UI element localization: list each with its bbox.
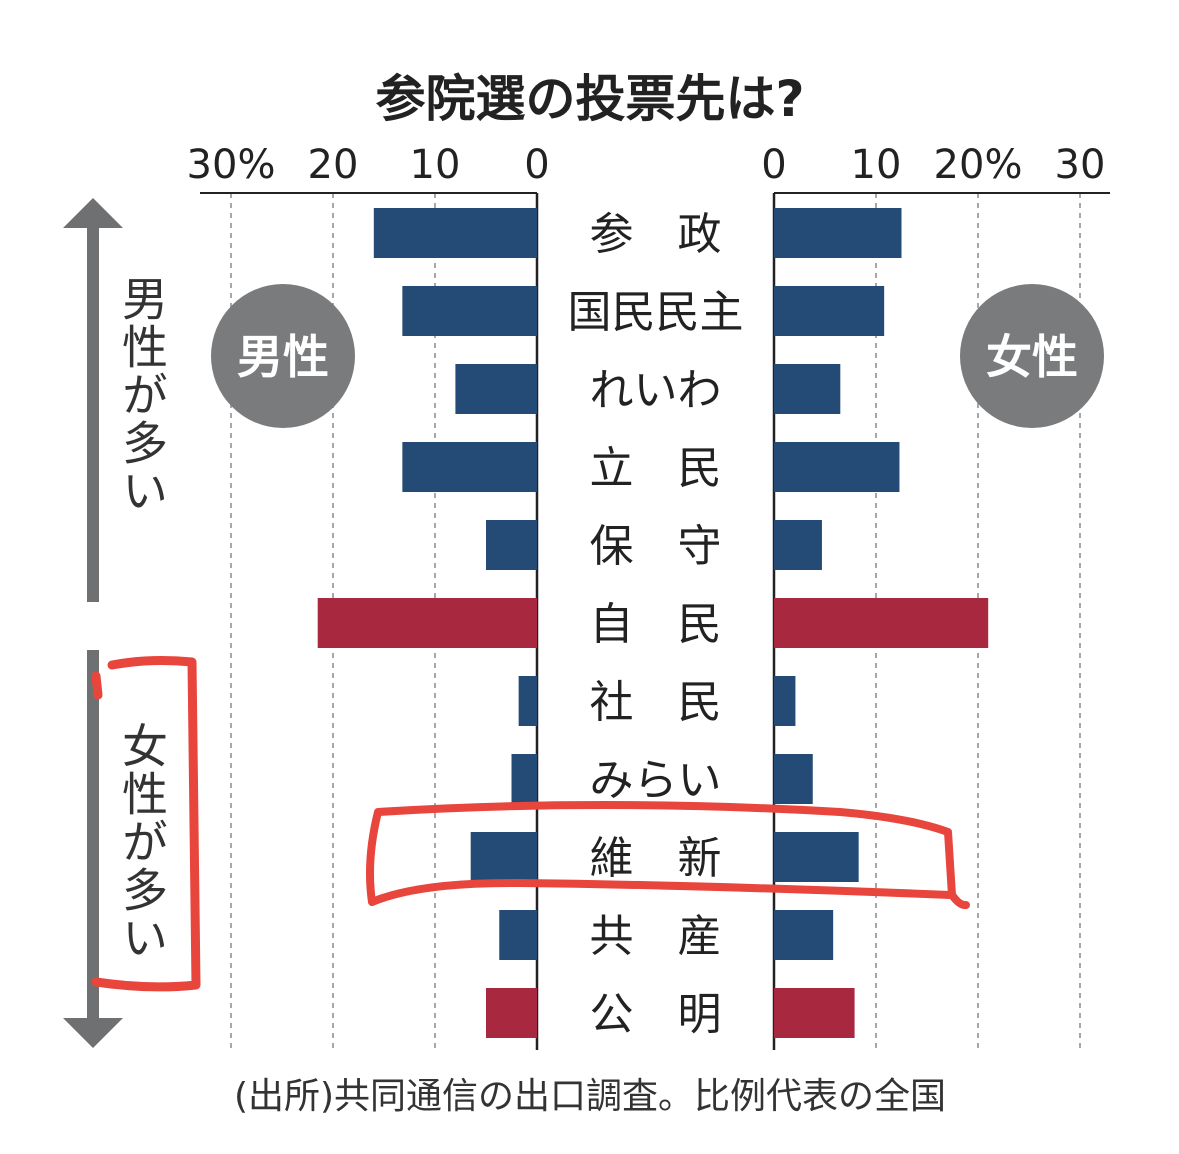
bar-male xyxy=(470,832,537,882)
bar-female xyxy=(774,910,834,960)
bracket-marker xyxy=(91,656,201,992)
bar-female xyxy=(774,988,855,1038)
left-tick-label: 0 xyxy=(524,142,549,188)
category-label: 参 政 xyxy=(590,209,722,260)
left-tick-label: 10 xyxy=(410,142,461,188)
category-label: みらい xyxy=(590,755,722,806)
right-tick-label: 30 xyxy=(1055,142,1106,188)
marker-annotations xyxy=(91,656,970,992)
category-label: 自 民 xyxy=(590,599,722,650)
bar-female xyxy=(774,208,902,258)
bar-female xyxy=(774,286,885,336)
bar-male xyxy=(486,520,537,570)
male-badge: 男性 xyxy=(211,284,355,428)
ishin-circle-marker xyxy=(366,801,970,910)
bar-female xyxy=(774,520,822,570)
bars xyxy=(317,208,989,1038)
bar-female xyxy=(774,832,859,882)
female-badge-label: 女性 xyxy=(986,330,1078,384)
category-label: 立 民 xyxy=(590,443,722,494)
bar-female xyxy=(774,442,900,492)
right-tick-label: 20% xyxy=(934,142,1023,188)
category-label: 保 守 xyxy=(590,521,722,572)
bar-male xyxy=(317,598,537,648)
left-tick-label: 20 xyxy=(308,142,359,188)
bar-female xyxy=(774,676,796,726)
bar-female xyxy=(774,598,989,648)
double-arrow-icon xyxy=(63,198,123,1048)
right-tick-label: 10 xyxy=(851,142,902,188)
female-badge: 女性 xyxy=(960,284,1104,428)
bar-male xyxy=(499,910,537,960)
left-tick-label: 30% xyxy=(187,142,276,188)
chart-title: 参院選の投票先は? xyxy=(375,70,804,128)
bar-male xyxy=(373,208,537,258)
source-note: (出所)共同通信の出口調査。比例代表の全国 xyxy=(234,1076,946,1117)
category-label: 維 新 xyxy=(590,833,722,884)
category-label: 社 民 xyxy=(590,677,722,728)
bar-male xyxy=(511,754,537,804)
bar-female xyxy=(774,364,841,414)
bar-male xyxy=(486,988,537,1038)
right-tick-label: 0 xyxy=(761,142,786,188)
category-label: れいわ xyxy=(590,365,722,416)
category-label: 国民民主 xyxy=(568,287,744,338)
tick-labels: 30% 20 10 0 0 10 20% 30 xyxy=(187,142,1106,188)
category-label: 共 産 xyxy=(590,911,722,962)
side-label-bottom: 女性が多い xyxy=(115,722,169,962)
bar-female xyxy=(774,754,813,804)
bar-male xyxy=(455,364,537,414)
bar-male xyxy=(402,286,537,336)
side-label-top: 男性が多い xyxy=(115,275,169,515)
category-label: 公 明 xyxy=(590,989,722,1040)
male-badge-label: 男性 xyxy=(237,330,329,384)
bar-male xyxy=(518,676,537,726)
bar-male xyxy=(402,442,537,492)
bracket-marker-tick xyxy=(91,671,103,700)
